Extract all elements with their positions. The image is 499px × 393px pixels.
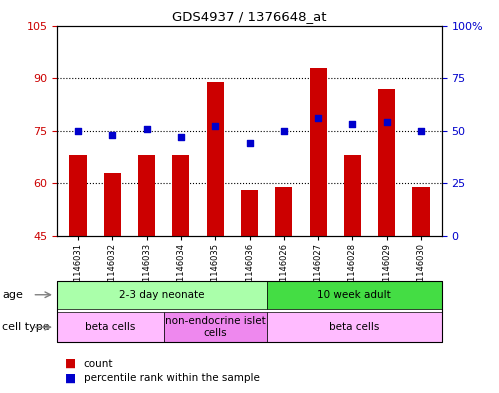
Point	[280, 127, 288, 134]
Text: count: count	[84, 358, 113, 369]
Point	[143, 125, 151, 132]
Text: ■: ■	[65, 357, 76, 370]
Point	[417, 127, 425, 134]
Bar	[413, 187, 430, 236]
Point	[177, 134, 185, 140]
Text: non-endocrine islet
cells: non-endocrine islet cells	[165, 316, 265, 338]
Text: beta cells: beta cells	[85, 322, 136, 332]
Bar	[378, 88, 395, 236]
Bar	[69, 155, 86, 236]
Bar	[309, 68, 327, 236]
Bar	[344, 155, 361, 236]
Point	[211, 123, 219, 130]
Text: age: age	[2, 290, 23, 300]
Bar	[104, 173, 121, 236]
Bar	[138, 155, 155, 236]
Text: ■: ■	[65, 371, 76, 385]
Bar	[207, 82, 224, 236]
Bar	[241, 190, 258, 236]
Text: 10 week adult: 10 week adult	[317, 290, 391, 300]
Bar	[275, 187, 292, 236]
Text: percentile rank within the sample: percentile rank within the sample	[84, 373, 259, 383]
Point	[314, 115, 322, 121]
Point	[74, 127, 82, 134]
Bar	[172, 155, 190, 236]
Text: GDS4937 / 1376648_at: GDS4937 / 1376648_at	[172, 10, 327, 23]
Point	[246, 140, 253, 147]
Point	[108, 132, 116, 138]
Text: beta cells: beta cells	[329, 322, 379, 332]
Text: cell type: cell type	[2, 322, 50, 332]
Text: 2-3 day neonate: 2-3 day neonate	[119, 290, 205, 300]
Point	[383, 119, 391, 125]
Point	[348, 121, 356, 127]
